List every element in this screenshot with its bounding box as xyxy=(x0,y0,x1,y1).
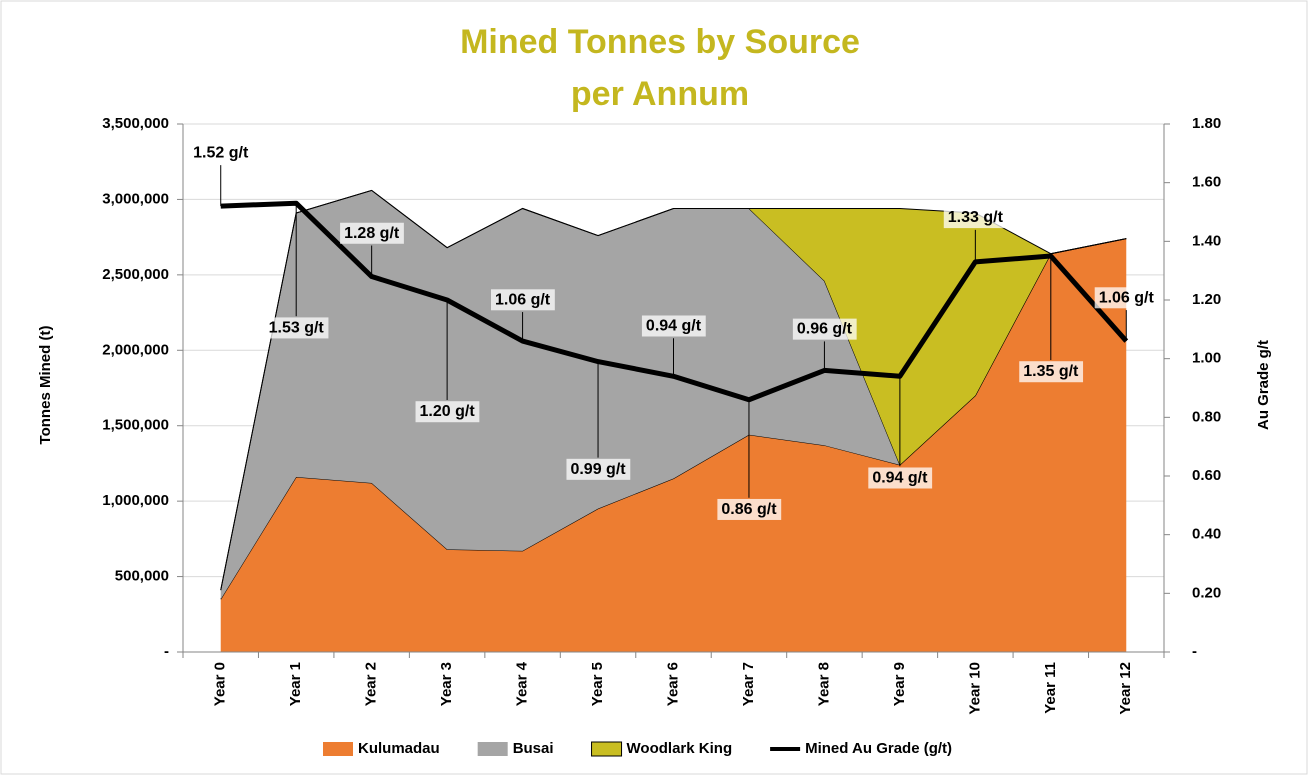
data-label-box xyxy=(491,289,555,311)
x-tick-label: Year 4 xyxy=(514,661,531,706)
y2-tick-label: 0.20 xyxy=(1192,584,1221,601)
data-label: 1.06 g/t xyxy=(495,291,551,308)
data-label-box xyxy=(415,401,480,423)
y2-tick-label: 1.60 xyxy=(1192,174,1221,191)
chart-title: Mined Tonnes by Source xyxy=(460,23,860,61)
data-label: 1.28 g/t xyxy=(344,225,400,242)
legend-label: Mined Au Grade (g/t) xyxy=(805,740,952,757)
x-tick-label: Year 11 xyxy=(1042,662,1059,714)
legend-swatch xyxy=(477,742,508,756)
y2-tick-label: - xyxy=(1192,643,1197,660)
data-label-box xyxy=(1094,287,1159,309)
data-label-box xyxy=(943,207,1008,229)
x-tick-label: Year 10 xyxy=(966,662,983,715)
y-tick-label: 3,000,000 xyxy=(102,190,169,207)
data-label-box xyxy=(1019,361,1084,383)
data-label: 1.53 g/t xyxy=(269,319,325,336)
x-tick-label: Year 5 xyxy=(589,662,606,706)
data-label: 0.99 g/t xyxy=(570,461,626,478)
y2-axis-title: Au Grade g/t xyxy=(1255,340,1272,430)
data-label: 0.94 g/t xyxy=(646,317,702,334)
data-label: 0.94 g/t xyxy=(872,469,928,486)
data-label: 1.35 g/t xyxy=(1023,363,1079,380)
area xyxy=(220,238,1127,652)
x-tick-label: Year 8 xyxy=(815,662,832,706)
y-tick-label: 3,500,000 xyxy=(102,115,169,132)
data-label-box xyxy=(189,142,253,164)
x-tick-label: Year 12 xyxy=(1117,662,1134,715)
legend-swatch xyxy=(591,741,623,757)
y2-tick-label: 1.20 xyxy=(1192,291,1221,308)
y2-tick-label: 1.00 xyxy=(1192,350,1221,367)
data-label: 1.52 g/t xyxy=(193,144,249,161)
data-label: 0.96 g/t xyxy=(797,321,853,338)
data-label-box xyxy=(641,315,706,337)
y-tick-label: 500,000 xyxy=(115,568,169,585)
y-tick-label: 1,500,000 xyxy=(102,417,169,434)
x-tick-label: Year 3 xyxy=(438,662,455,706)
y-tick-label: 1,000,000 xyxy=(102,492,169,509)
area xyxy=(220,190,1127,600)
legend-swatch xyxy=(323,742,353,756)
data-label: 1.20 g/t xyxy=(420,403,476,420)
data-label-box xyxy=(792,318,857,340)
data-label: 0.86 g/t xyxy=(721,501,777,518)
y2-tick-label: 1.40 xyxy=(1192,232,1221,249)
data-label-box xyxy=(717,498,782,520)
y2-tick-label: 0.60 xyxy=(1192,467,1221,484)
legend-label: Woodlark King xyxy=(627,740,733,757)
x-tick-label: Year 1 xyxy=(287,662,304,706)
x-tick-label: Year 7 xyxy=(740,662,757,706)
x-tick-label: Year 9 xyxy=(891,662,908,706)
data-label: 1.33 g/t xyxy=(948,209,1004,226)
y-axis-title: Tonnes Mined (t) xyxy=(37,326,54,445)
y-tick-label: 2,500,000 xyxy=(102,266,169,283)
x-tick-label: Year 2 xyxy=(363,662,380,706)
data-label-box xyxy=(868,467,933,489)
y2-tick-label: 1.80 xyxy=(1192,115,1221,132)
area xyxy=(220,190,1127,591)
chart-title: per Annum xyxy=(571,75,749,113)
x-tick-label: Year 6 xyxy=(664,662,681,706)
data-label: 1.06 g/t xyxy=(1099,289,1155,306)
y-tick-label: - xyxy=(164,643,169,660)
y-tick-label: 2,000,000 xyxy=(102,341,169,358)
data-label-box xyxy=(264,317,329,339)
legend-label: Kulumadau xyxy=(358,740,440,757)
y2-tick-label: 0.80 xyxy=(1192,408,1221,425)
y2-tick-label: 0.40 xyxy=(1192,526,1221,543)
data-label-box xyxy=(340,222,404,244)
x-tick-label: Year 0 xyxy=(212,662,229,706)
legend-label: Busai xyxy=(513,740,554,757)
data-label-box xyxy=(566,458,631,480)
